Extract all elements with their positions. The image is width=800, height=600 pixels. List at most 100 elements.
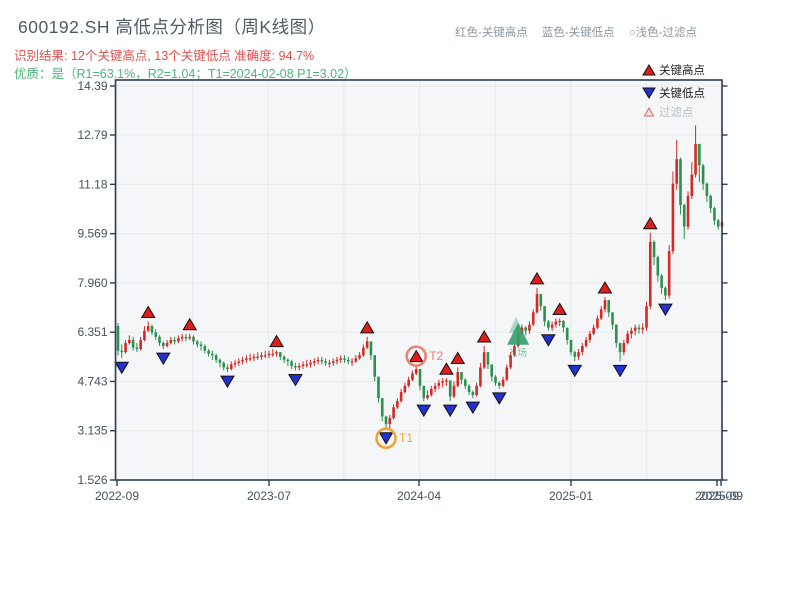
candle-body — [324, 361, 327, 363]
candle-body — [709, 195, 712, 209]
candle-body — [237, 361, 241, 363]
candle-body — [222, 362, 225, 368]
candle-body — [679, 159, 682, 206]
candle-body — [290, 361, 293, 366]
key-low-marker — [540, 334, 556, 347]
candle-body — [464, 379, 467, 386]
candle-body — [641, 327, 645, 330]
key-low-marker — [378, 432, 394, 445]
key-low-marker — [491, 392, 507, 405]
y-tick-label: 11.18 — [78, 177, 107, 191]
y-tick-label: 9.569 — [77, 227, 107, 241]
t1-ring — [375, 427, 397, 450]
candle-body — [592, 327, 595, 334]
candle-body — [694, 143, 697, 175]
candle-body — [331, 361, 335, 363]
candle-body — [539, 293, 543, 307]
candle-body — [562, 320, 565, 328]
y-tick-label: 1.526 — [77, 473, 107, 487]
key-low-marker — [567, 364, 583, 378]
key-low-marker — [416, 404, 432, 418]
candle-body — [626, 333, 629, 343]
candle-body — [297, 365, 301, 368]
candle-body — [411, 373, 414, 380]
key-high-marker — [269, 334, 284, 348]
candle-body — [388, 418, 392, 425]
key-low-marker — [288, 374, 303, 387]
candle-body — [422, 385, 426, 399]
candle-body — [445, 380, 448, 382]
y-tick-label: 4.743 — [77, 374, 107, 388]
candle-body — [664, 287, 667, 296]
candle-body — [252, 356, 256, 359]
candle-body — [399, 391, 403, 402]
candle-body — [407, 379, 410, 386]
key-high-marker — [597, 281, 613, 294]
candle-body — [414, 369, 418, 374]
t2-ring — [405, 345, 428, 367]
candle-body — [577, 352, 580, 357]
candle-body — [452, 385, 456, 397]
candle-body — [271, 353, 275, 355]
candle-body — [309, 362, 312, 365]
t1-label: T1 — [399, 431, 413, 445]
candle-body — [418, 369, 422, 386]
candle-body — [245, 358, 248, 360]
candle-body — [596, 318, 599, 328]
candle-body — [637, 327, 641, 330]
y-tick-label: 6.351 — [77, 325, 107, 339]
x-tick-label: 2025-09 — [695, 489, 739, 503]
candle-body — [328, 362, 331, 365]
candle-body — [713, 208, 716, 221]
candle-body — [320, 359, 324, 362]
candle-body — [482, 352, 486, 368]
candle-body — [358, 355, 361, 359]
candle-body — [184, 336, 188, 339]
candle-body — [686, 195, 690, 227]
candle-body — [648, 241, 652, 307]
candle-body — [475, 385, 478, 396]
y-tick-label: 7.960 — [77, 276, 107, 290]
candle-body — [124, 342, 127, 353]
candle-body — [505, 367, 509, 380]
candle-body — [433, 385, 437, 389]
candle-body — [192, 336, 195, 342]
candle-body — [169, 339, 173, 343]
candle-body — [479, 367, 482, 386]
key-low-marker — [612, 364, 628, 378]
candle-body — [301, 364, 305, 366]
key-low-marker — [155, 352, 171, 366]
quality-summary: 优质：是（R1=63.1%，R2=1.04；T1=2024-02-08 P1=3… — [14, 67, 357, 81]
header-legend-item-low: 蓝色-关键低点 — [541, 27, 615, 39]
x-tick-label: 2023-07 — [247, 489, 291, 503]
candle-body — [456, 372, 460, 386]
candle-body — [535, 293, 539, 313]
legend-key-low-label: 关键低点 — [659, 86, 705, 100]
candle-body — [630, 330, 633, 334]
key-low-marker — [442, 404, 458, 418]
candle-body — [396, 401, 399, 408]
candle-body — [467, 385, 471, 392]
key-high-marker — [642, 216, 658, 230]
y-tick-label: 14.39 — [77, 79, 107, 93]
key-low-marker — [114, 361, 130, 375]
candle-body — [403, 385, 407, 392]
x-tick-label: 2024-04 — [397, 489, 441, 503]
candle-body — [365, 341, 369, 348]
candle-body — [633, 327, 637, 331]
header-legend: 红色-关键高点 蓝色-关键低点 ○浅色-过滤点 — [455, 24, 733, 40]
candle-body — [671, 183, 675, 252]
candle-body — [233, 362, 237, 365]
candle-body — [377, 376, 380, 399]
x-tick-label: 2022-09 — [95, 489, 139, 503]
candle-body — [611, 312, 614, 325]
candle-body — [603, 300, 607, 310]
candle-body — [158, 336, 161, 343]
candle-body — [599, 309, 603, 319]
candle-body — [490, 364, 494, 377]
header-legend-item-filtered: ○浅色-过滤点 — [628, 27, 697, 39]
candle-body — [275, 352, 278, 354]
candle-body — [316, 359, 320, 362]
candle-body — [346, 359, 350, 362]
